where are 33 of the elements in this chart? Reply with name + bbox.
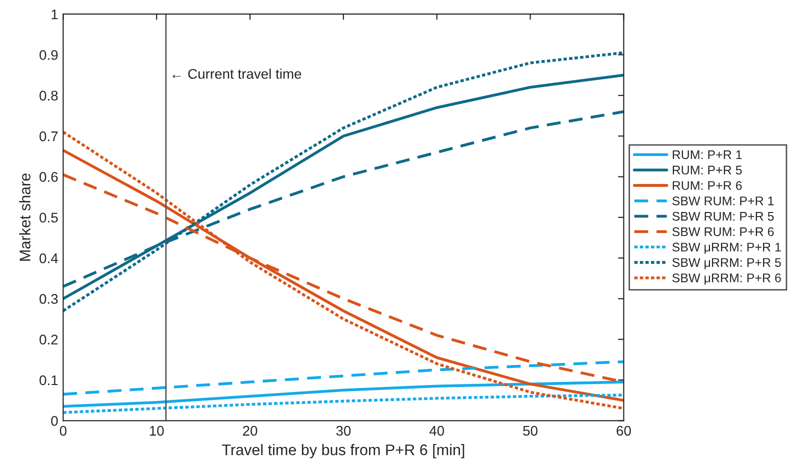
- legend-label: SBW μRRM: P+R 5: [672, 258, 781, 270]
- y-tick-label: 0.6: [40, 172, 58, 182]
- legend-label: RUM: P+R 1: [672, 150, 742, 160]
- y-tick-label: 0.8: [40, 90, 58, 101]
- x-tick-label: 20: [242, 426, 258, 436]
- y-tick-label: 1: [52, 10, 58, 20]
- x-tick-label: 40: [429, 426, 444, 436]
- y-axis-title: Market share: [19, 173, 30, 261]
- legend-label: RUM: P+R 6: [672, 181, 742, 190]
- legend-label: SBW RUM: P+R 1: [672, 196, 774, 206]
- x-tick-label: 50: [523, 426, 538, 436]
- y-tick-label: 0.7: [40, 131, 58, 142]
- y-tick-label: 0.5: [40, 212, 58, 223]
- line-series: [63, 394, 624, 414]
- line-series: [63, 380, 624, 408]
- ref-line-label: ← Current travel time: [172, 68, 302, 79]
- y-tick-label: 0: [51, 416, 58, 426]
- x-axis-title: Travel time by bus from P+R 6 [min]: [222, 444, 464, 458]
- line-series: [63, 360, 624, 396]
- x-tick-label: 30: [336, 426, 351, 436]
- legend-label: SBW μRRM: P+R 6: [672, 273, 781, 285]
- legend-label: SBW μRRM: P+R 1: [672, 242, 781, 254]
- x-tick-label: 0: [60, 426, 66, 436]
- legend-label: SBW RUM: P+R 6: [672, 227, 774, 236]
- y-tick-label: 0.2: [40, 334, 58, 345]
- y-tick-label: 0.9: [40, 50, 58, 60]
- x-tick-label: 60: [616, 426, 631, 436]
- legend-label: RUM: P+R 5: [672, 166, 742, 175]
- x-tick-label: 10: [150, 426, 164, 436]
- legend-label: SBW RUM: P+R 5: [672, 212, 774, 221]
- y-tick-label: 0.1: [40, 375, 58, 386]
- y-tick-label: 0.3: [40, 294, 58, 304]
- y-tick-label: 0.4: [40, 253, 58, 264]
